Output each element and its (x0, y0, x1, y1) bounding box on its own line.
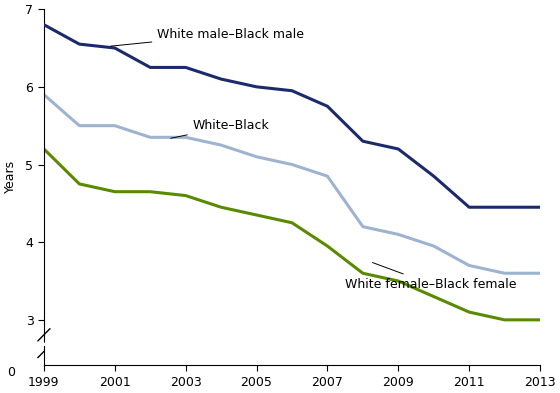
Text: 0: 0 (7, 365, 15, 378)
Bar (38, 343, 50, 347)
Text: White male–Black male: White male–Black male (110, 28, 304, 46)
Bar (38, 343, 50, 393)
Text: White female–Black female: White female–Black female (345, 263, 517, 290)
Y-axis label: Years: Years (4, 160, 17, 193)
Text: White–Black: White–Black (171, 119, 269, 138)
